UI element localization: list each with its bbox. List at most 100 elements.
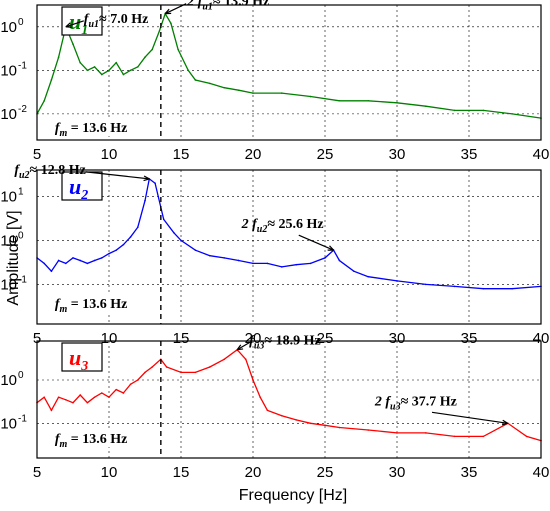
series-tag: u3 [61, 342, 103, 374]
fm-label-bg [50, 429, 155, 447]
x-tick-label: 5 [33, 146, 41, 163]
peak-annotation: fu1≈ 7.0 Hz [65, 12, 148, 30]
data-point [338, 426, 341, 429]
fm-subscript: m [60, 439, 68, 450]
y-tick-exponent: 0 [18, 370, 24, 381]
annotation-value: ≈ 18.9 Hz [264, 334, 320, 349]
annotation-arrowhead [143, 175, 150, 182]
data-point [281, 92, 283, 94]
data-point [144, 371, 146, 374]
data-point [129, 383, 132, 385]
fm-subscript: m [60, 304, 68, 315]
fm-label-text: fm = 13.6 Hz [55, 432, 128, 450]
annotation-arrowhead [327, 245, 335, 251]
annotation-subscript: u1 [202, 2, 213, 13]
data-point [187, 69, 189, 72]
x-tick-label: 30 [389, 464, 406, 481]
y-tick-label: 10 [0, 415, 17, 432]
data-point [281, 266, 283, 268]
annotation-value: ≈ 7.0 Hz [99, 12, 148, 27]
data-point [108, 396, 110, 399]
annotation-subscript: u3 [254, 341, 265, 352]
fm-symbol: f [55, 297, 61, 312]
data-point [137, 379, 139, 381]
peak-annotation: fu2≈ 12.8 Hz [14, 163, 150, 182]
x-tick-label: 25 [317, 146, 334, 163]
series-tag-sub: 1 [81, 23, 88, 38]
annotation-symbol: f [249, 334, 255, 349]
annotation-text: fu3≈ 18.9 Hz [249, 334, 321, 352]
data-point [129, 69, 132, 72]
series-line-u2 [36, 177, 542, 290]
data-point [151, 48, 153, 51]
x-tick-label: 15 [173, 464, 190, 481]
data-point [295, 419, 298, 421]
data-point [396, 432, 398, 434]
data-point [223, 257, 225, 259]
x-axis-label: Frequency [Hz] [239, 487, 347, 504]
y-tick-label: 10 [0, 188, 17, 205]
data-point [525, 435, 528, 438]
annotation-subscript: u2 [257, 224, 268, 235]
data-point [453, 435, 456, 438]
fm-label: fm = 13.6 Hz [50, 429, 155, 450]
series-tag: u2 [61, 171, 103, 203]
data-point [252, 379, 254, 381]
peak-annotation: 2 fu3≈ 37.7 Hz [374, 394, 509, 426]
annotation-symbol: f [14, 163, 20, 178]
annotation-arrow [164, 3, 187, 15]
y-axis-label: Amplitude [V] [5, 210, 22, 305]
data-point [237, 89, 240, 91]
x-tick-label: 20 [245, 464, 262, 481]
peak-annotation: fu3≈ 18.9 Hz [236, 334, 321, 352]
data-point [295, 263, 298, 266]
x-tick-label: 5 [33, 330, 41, 347]
data-point [482, 109, 485, 112]
data-point [209, 82, 211, 85]
data-point [511, 113, 513, 115]
annotation-symbol: 2 f [241, 217, 259, 232]
annotation-subscript: u2 [19, 170, 30, 181]
data-point [115, 249, 117, 251]
data-point [173, 231, 175, 234]
annotation-arrow [85, 171, 150, 180]
data-point [57, 396, 60, 399]
annotation-arrowhead [65, 22, 72, 28]
x-tick-label: 25 [317, 330, 334, 347]
data-point [180, 371, 182, 374]
data-point [165, 366, 168, 368]
data-point [43, 396, 45, 399]
data-point [309, 95, 312, 98]
annotation-value: ≈ 37.7 Hz [401, 394, 457, 409]
x-tick-label: 15 [173, 330, 190, 347]
annotation-value: ≈ 13.9 Hz [213, 0, 269, 10]
data-point [108, 69, 110, 72]
data-point [237, 259, 240, 262]
fm-label: fm = 13.6 Hz [50, 118, 155, 139]
data-point [79, 61, 81, 64]
data-point [57, 259, 60, 262]
fm-value: = 13.6 Hz [67, 121, 127, 136]
fm-subscript: m [60, 128, 68, 139]
annotation-text: 2 fu1≈ 13.9 Hz [186, 0, 269, 13]
annotation-arrowhead [236, 344, 244, 351]
data-point [511, 287, 513, 290]
data-point [86, 262, 89, 265]
data-point [43, 99, 45, 102]
annotation-symbol: f [84, 12, 90, 27]
annotation-symbol: 2 f [186, 0, 204, 10]
data-point [259, 396, 262, 399]
data-point [50, 79, 53, 81]
data-point [338, 99, 341, 102]
data-point [151, 366, 153, 368]
fm-symbol: f [55, 121, 61, 136]
y-tick-label: 10 [0, 372, 17, 389]
annotation-value: ≈ 12.8 Hz [30, 163, 86, 178]
data-point [144, 199, 146, 202]
data-point [367, 275, 370, 278]
data-point [86, 401, 89, 404]
data-point [396, 280, 398, 282]
